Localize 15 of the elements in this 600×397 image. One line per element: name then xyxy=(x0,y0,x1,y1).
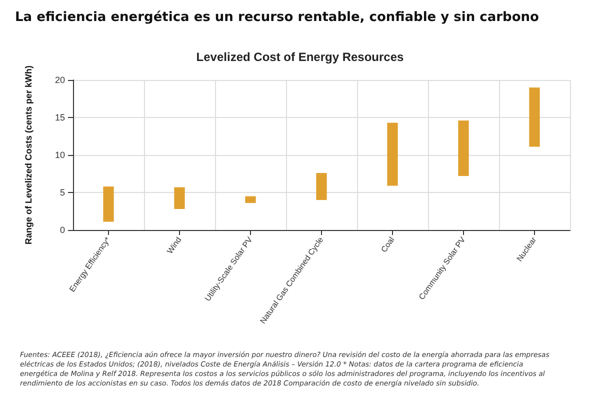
chart-subtitle: Levelized Cost of Energy Resources xyxy=(196,50,404,64)
bar xyxy=(245,196,256,203)
bar xyxy=(174,187,185,209)
bar xyxy=(103,186,114,222)
bar xyxy=(458,120,469,176)
y-tick-label: 5 xyxy=(60,188,65,198)
y-tick-label: 20 xyxy=(54,75,65,85)
y-tick-label: 10 xyxy=(54,150,65,160)
y-tick-label: 0 xyxy=(60,225,65,235)
bar xyxy=(316,173,327,200)
bar xyxy=(529,88,540,147)
chart-title: La eficiencia energética es un recurso rentable, confiable y sin carbono xyxy=(15,10,540,25)
y-tick-label: 15 xyxy=(54,112,65,122)
bar xyxy=(387,122,398,186)
y-axis-title: Range of Levelized Costs (cents per kWh) xyxy=(24,65,34,245)
